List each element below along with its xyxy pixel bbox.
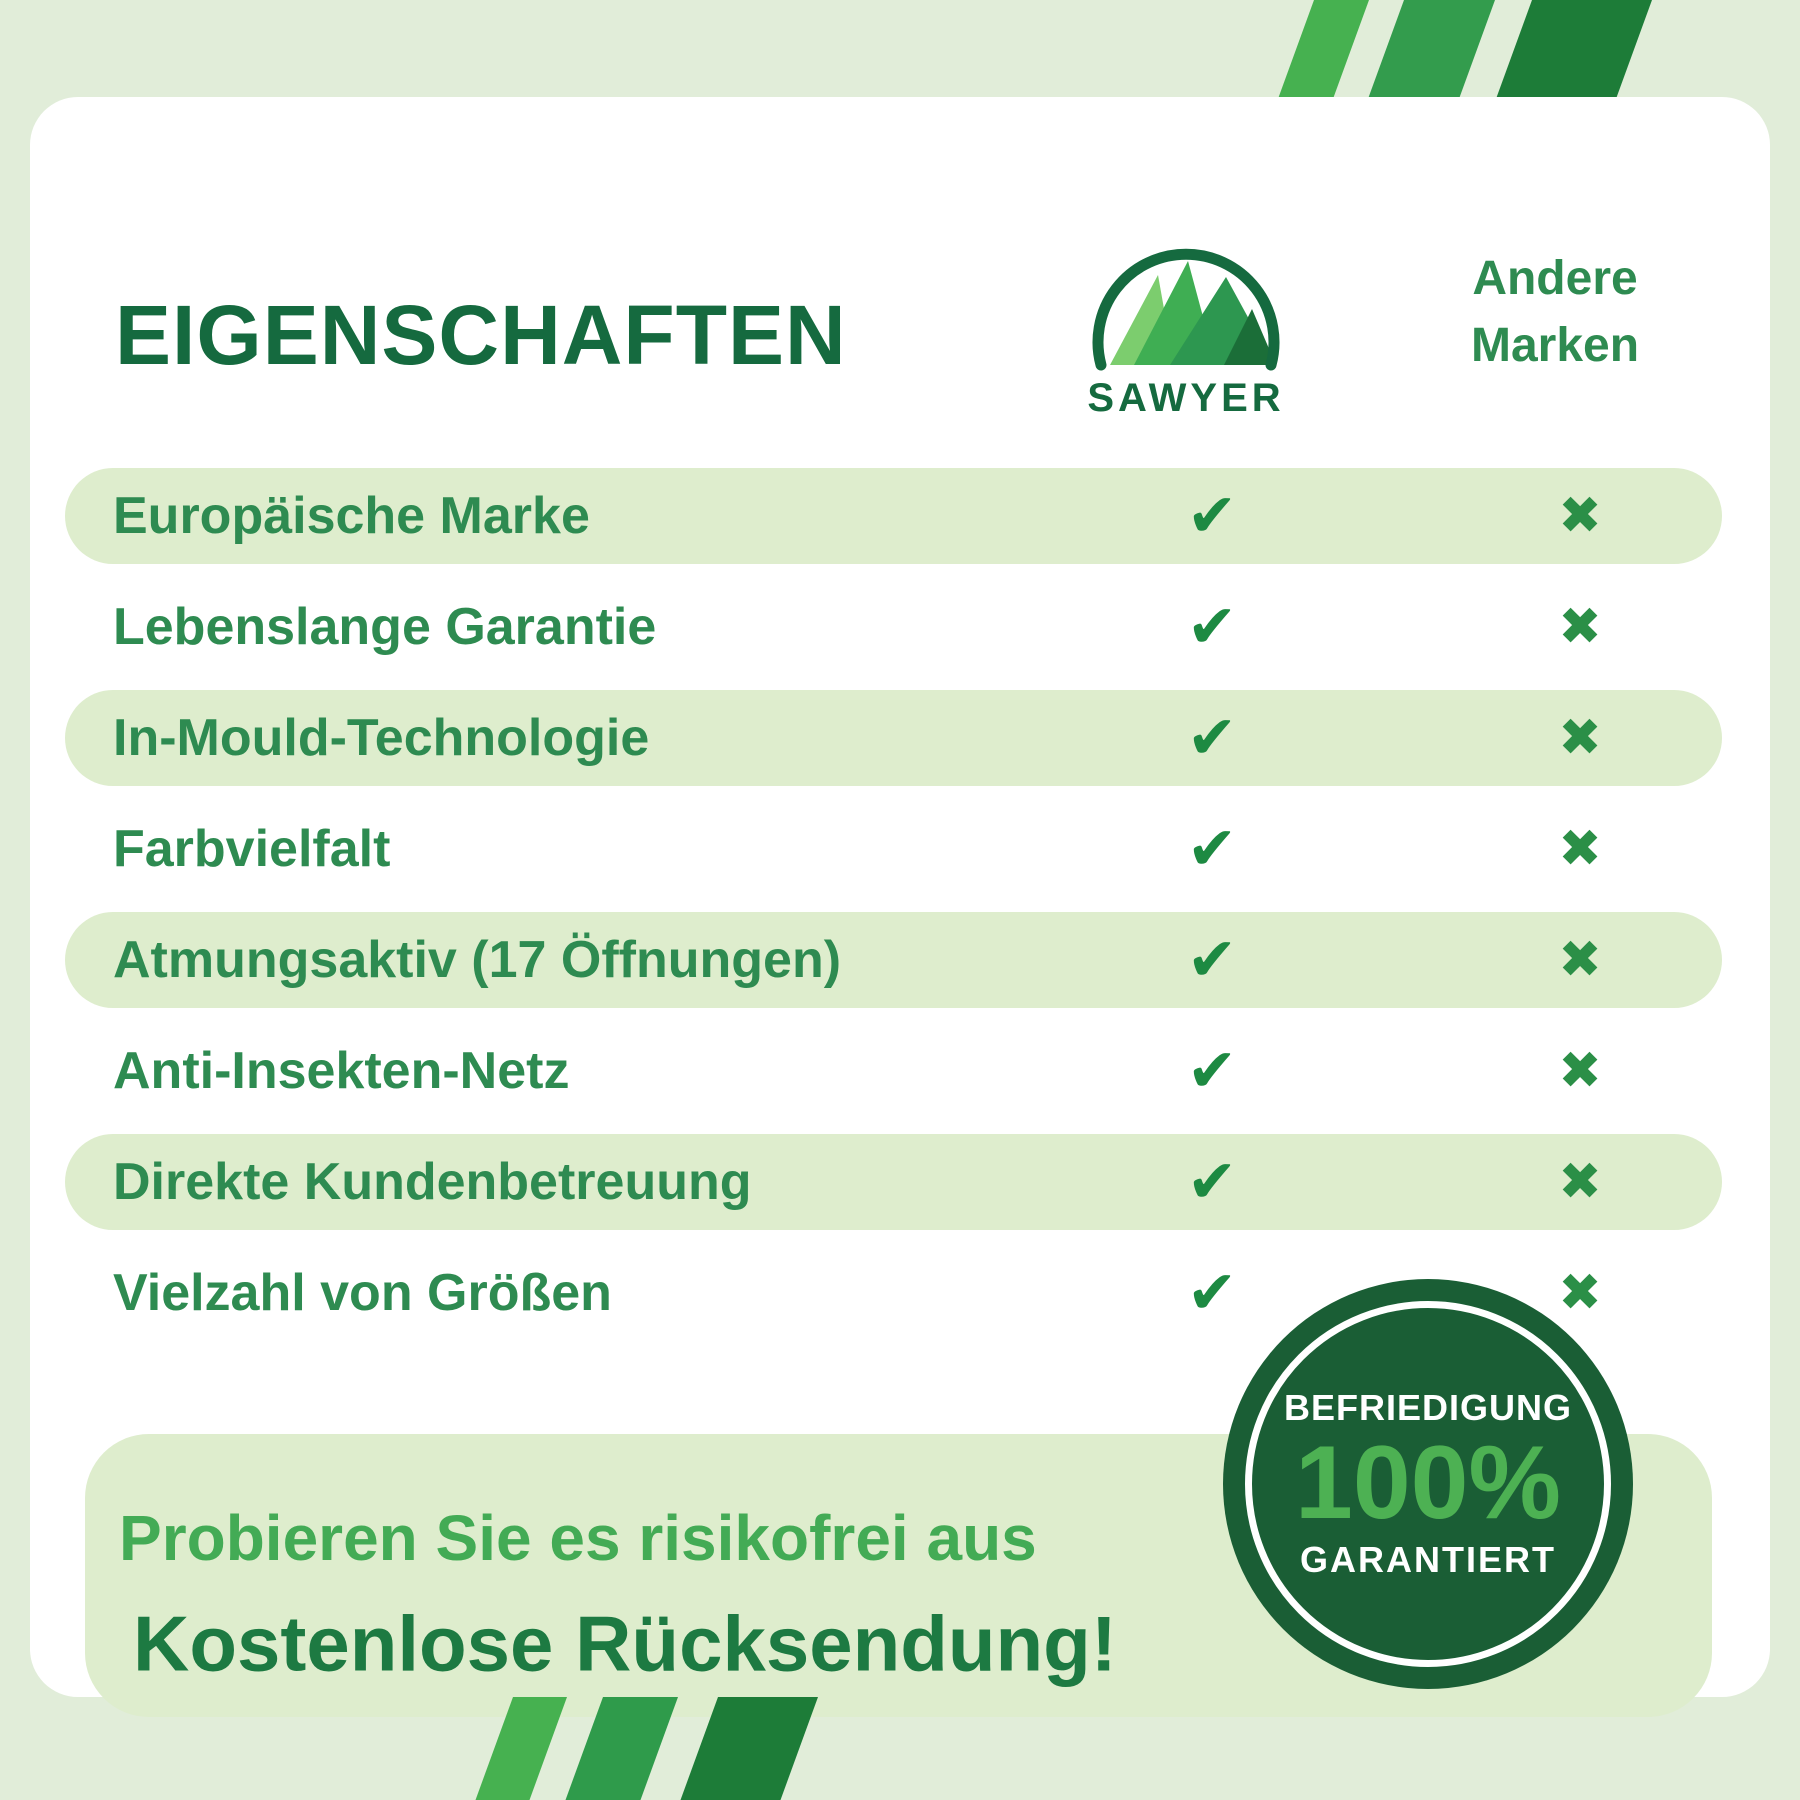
table-row: Vielzahl von Größen ✔ ✖ <box>65 1245 1722 1341</box>
cross-icon: ✖ <box>1558 486 1602 546</box>
cross-icon: ✖ <box>1558 597 1602 657</box>
feature-label: Europäische Marke <box>113 487 590 545</box>
feature-label: Farbvielfalt <box>113 820 391 878</box>
cross-icon: ✖ <box>1558 708 1602 768</box>
check-icon: ✔ <box>1186 1036 1238 1106</box>
check-icon: ✔ <box>1186 925 1238 995</box>
competitor-column-header: Andere Marken <box>1405 245 1705 379</box>
check-icon: ✔ <box>1186 1147 1238 1217</box>
page-title: EIGENSCHAFTEN <box>115 288 847 382</box>
badge-ring-icon <box>1245 1301 1611 1667</box>
cross-icon: ✖ <box>1558 930 1602 990</box>
feature-label: Atmungsaktiv (17 Öffnungen) <box>113 931 842 989</box>
badge-content: BEFRIEDIGUNG 100% GARANTIERT <box>1284 1387 1572 1580</box>
mountain-logo-icon <box>1092 248 1280 371</box>
check-icon: ✔ <box>1186 592 1238 662</box>
table-row: Europäische Marke ✔ ✖ <box>65 468 1722 564</box>
stripe-light-icon <box>475 1697 567 1800</box>
table-row: Direkte Kundenbetreuung ✔ ✖ <box>65 1134 1722 1230</box>
check-icon: ✔ <box>1186 1258 1238 1328</box>
badge-bottom-text: GARANTIERT <box>1299 1538 1556 1580</box>
table-row: Anti-Insekten-Netz ✔ ✖ <box>65 1023 1722 1119</box>
stripe-dark-icon <box>1496 0 1652 97</box>
feature-table: Europäische Marke ✔ ✖ Lebenslange Garant… <box>65 468 1722 1356</box>
cross-icon: ✖ <box>1558 1152 1602 1212</box>
bottom-stripes-decoration <box>0 1697 1800 1800</box>
check-icon: ✔ <box>1186 814 1238 884</box>
feature-label: In-Mould-Technologie <box>113 709 650 767</box>
table-row: In-Mould-Technologie ✔ ✖ <box>65 690 1722 786</box>
competitor-line1: Andere <box>1472 252 1638 305</box>
sawyer-logo: SAWYER <box>1076 239 1296 421</box>
banner-headline: Probieren Sie es risikofrei aus <box>119 1502 1037 1574</box>
cross-icon: ✖ <box>1558 819 1602 879</box>
cross-icon: ✖ <box>1558 1041 1602 1101</box>
stripe-light-icon <box>1278 0 1369 97</box>
top-stripes-decoration <box>0 0 1800 97</box>
badge-top-text: BEFRIEDIGUNG <box>1283 1387 1572 1429</box>
brand-name: SAWYER <box>1087 376 1285 420</box>
stripe-medium-icon <box>565 1697 678 1800</box>
check-icon: ✔ <box>1186 481 1238 551</box>
table-row: Lebenslange Garantie ✔ ✖ <box>65 579 1722 675</box>
satisfaction-badge: BEFRIEDIGUNG 100% GARANTIERT <box>1223 1279 1633 1689</box>
table-row: Atmungsaktiv (17 Öffnungen) ✔ ✖ <box>65 912 1722 1008</box>
feature-label: Vielzahl von Größen <box>113 1264 612 1322</box>
stripe-medium-icon <box>1368 0 1495 97</box>
banner-subheadline: Kostenlose Rücksendung! <box>133 1599 1117 1688</box>
feature-label: Direkte Kundenbetreuung <box>113 1153 752 1211</box>
feature-label: Lebenslange Garantie <box>113 598 657 656</box>
check-icon: ✔ <box>1186 703 1238 773</box>
badge-percентage: 100% <box>1294 1425 1561 1542</box>
stripe-dark-icon <box>680 1697 818 1800</box>
cross-icon: ✖ <box>1558 1263 1602 1323</box>
table-row: Farbvielfalt ✔ ✖ <box>65 801 1722 897</box>
feature-label: Anti-Insekten-Netz <box>113 1042 570 1100</box>
competitor-line2: Marken <box>1470 319 1640 373</box>
comparison-card: EIGENSCHAFTEN SAWYER Andere Marken Europ… <box>30 97 1770 1717</box>
